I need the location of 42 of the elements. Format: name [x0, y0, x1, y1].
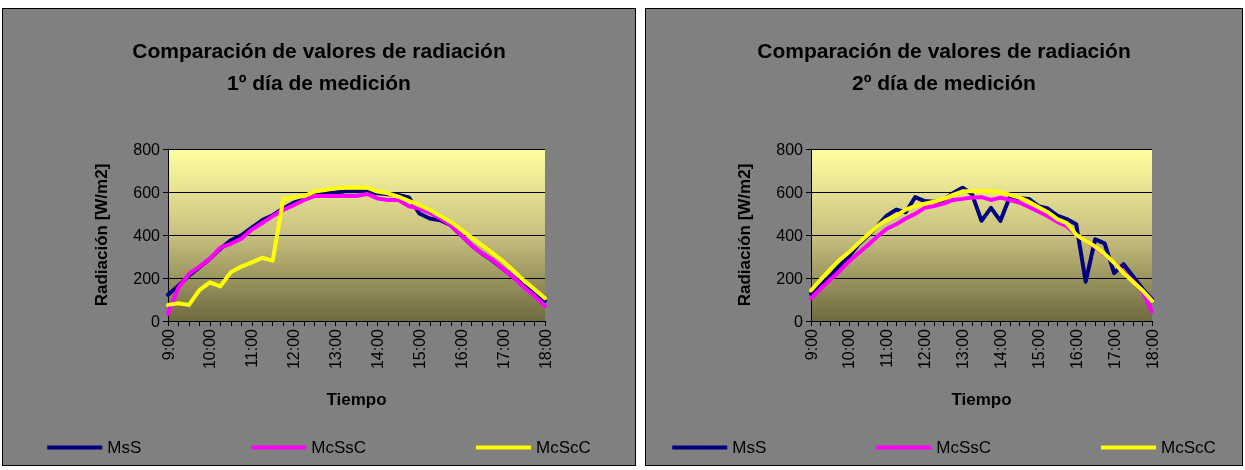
x-axis-title: Tiempo: [326, 390, 387, 409]
x-tick-label: 18:00: [536, 328, 554, 370]
chart-title: Comparación de valores de radiación 1º día de medición: [132, 38, 506, 94]
x-tick-label: 15:00: [410, 328, 428, 370]
legend-label: McScC: [536, 438, 591, 457]
y-tick-label: 400: [133, 226, 161, 244]
y-axis-title: Radiación [W/m2]: [92, 163, 111, 307]
x-tick-label: 16:00: [452, 328, 470, 370]
x-tick-label: 9:00: [802, 328, 820, 361]
x-tick-label: 11:00: [878, 328, 896, 368]
legend-label: MsS: [732, 438, 767, 457]
y-tick-label: 400: [776, 226, 804, 244]
y-tick-label: 200: [133, 269, 161, 287]
x-tick-label: 13:00: [327, 328, 345, 370]
legend-label: McSsC: [936, 438, 991, 457]
x-tick-label: 16:00: [1067, 328, 1085, 370]
y-tick-label: 800: [133, 140, 161, 158]
x-axis-title: Tiempo: [951, 390, 1012, 409]
legend-label: McScC: [1161, 438, 1216, 457]
legend-label: McSsC: [311, 438, 366, 457]
x-tick-label: 14:00: [368, 328, 386, 370]
y-tick-label: 0: [794, 312, 804, 330]
x-tick-label: 12:00: [916, 328, 934, 370]
x-tick-label: 12:00: [285, 328, 303, 370]
chart-title: Comparación de valores de radiación 2º día de medición: [757, 38, 1131, 94]
x-tick-label: 11:00: [243, 328, 261, 368]
x-tick-label: 10:00: [201, 328, 219, 370]
y-axis-title: Radiación [W/m2]: [735, 163, 754, 307]
legend-label: MsS: [107, 438, 142, 457]
x-tick-label: 10:00: [840, 328, 858, 370]
y-tick-label: 800: [776, 140, 804, 158]
x-tick-label: 18:00: [1143, 328, 1161, 370]
y-tick-label: 600: [776, 183, 804, 201]
x-tick-label: 17:00: [494, 328, 512, 370]
x-tick-label: 13:00: [954, 328, 972, 370]
x-tick-label: 14:00: [991, 328, 1009, 370]
y-tick-label: 600: [133, 183, 161, 201]
y-tick-label: 0: [151, 312, 161, 330]
x-tick-label: 15:00: [1029, 328, 1047, 370]
x-tick-label: 17:00: [1105, 328, 1123, 370]
x-tick-label: 9:00: [159, 328, 177, 361]
y-tick-label: 200: [776, 269, 804, 287]
